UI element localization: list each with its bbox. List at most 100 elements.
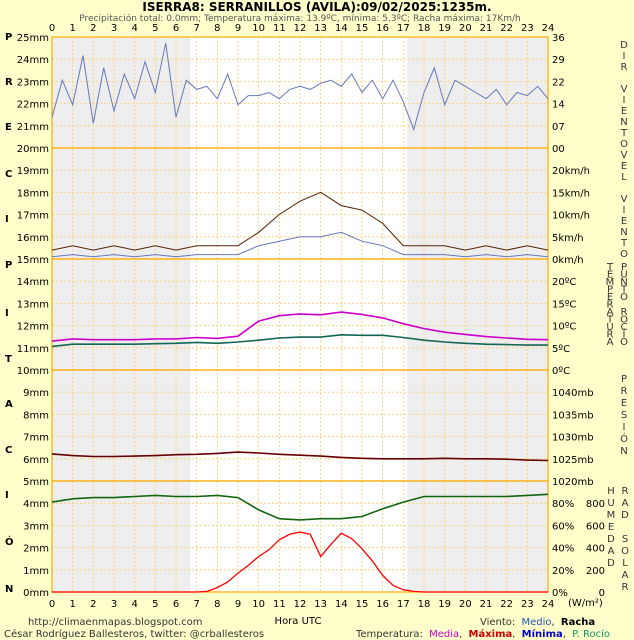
radiation-title: D xyxy=(621,510,629,521)
temperature-title: A xyxy=(607,307,614,318)
precip-tick-label: 23mm xyxy=(17,77,49,88)
speed-tick-label: 5km/h xyxy=(552,233,584,244)
radiation-tick-label: 800 xyxy=(586,499,605,510)
precip-letter: A xyxy=(5,399,13,410)
footer-blog: http://climaenmapas.blogspot.com xyxy=(28,617,203,628)
x-tick-label-top: 1 xyxy=(69,23,75,34)
radiation-tick-label: 400 xyxy=(586,544,605,555)
direction-tick-label: 22 xyxy=(552,77,565,88)
legend-temperature: Temperatura: Media, Máxima, Mínima, P. R… xyxy=(355,628,610,640)
legend-temp-sep3: , xyxy=(563,629,566,640)
legend-temp-label: Temperatura: xyxy=(355,629,423,640)
legend-wind-label: Viento: xyxy=(480,617,515,628)
precip-tick-label: 0mm xyxy=(23,588,49,599)
x-tick-label-bottom: 20 xyxy=(459,599,472,610)
humidity-title: H xyxy=(607,486,615,497)
x-tick-label-bottom: 19 xyxy=(438,599,451,610)
x-tick-label-top: 3 xyxy=(111,23,117,34)
x-tick-label-top: 19 xyxy=(438,23,451,34)
x-tick-label-bottom: 24 xyxy=(542,599,555,610)
x-tick-label-bottom: 15 xyxy=(356,599,369,610)
humidity-line xyxy=(51,493,549,521)
radiation-title: L xyxy=(622,558,628,569)
speed-title: I xyxy=(623,205,626,216)
temperature-title: R xyxy=(607,300,614,311)
precip-tick-label: 1mm xyxy=(23,566,49,577)
dewpoint-title: C xyxy=(621,322,628,333)
temperature-title: T xyxy=(606,315,614,326)
precip-tick-label: 17mm xyxy=(17,211,49,222)
wind-mean-line xyxy=(51,231,549,258)
precip-tick-label: 18mm xyxy=(17,188,49,199)
x-tick-label-top: 14 xyxy=(335,23,348,34)
humidity-title: E xyxy=(608,522,614,533)
temperature-title: E xyxy=(607,292,613,303)
precip-tick-label: 11mm xyxy=(17,344,49,355)
precip-letter: C xyxy=(5,445,12,456)
precip-tick-label: 24mm xyxy=(17,55,49,66)
speed-title: L xyxy=(621,172,627,183)
x-tick-label-bottom: 21 xyxy=(480,599,493,610)
temperature-title: P xyxy=(607,285,613,296)
direction-title: E xyxy=(621,106,627,117)
x-tick-label-bottom: 4 xyxy=(131,599,137,610)
temperature-tick-label: 10ºC xyxy=(552,322,576,333)
radiation-title: A xyxy=(622,498,629,509)
radiation-unit: (W/m²) xyxy=(568,598,603,609)
humidity-title: A xyxy=(608,546,615,557)
precip-tick-label: 21mm xyxy=(17,122,49,133)
precip-tick-label: 19mm xyxy=(17,166,49,177)
x-tick-label-top: 22 xyxy=(500,23,513,34)
temperature-title: T xyxy=(606,262,614,273)
dewpoint-title: Í xyxy=(623,328,626,341)
precip-tick-label: 14mm xyxy=(17,277,49,288)
radiation-title: R xyxy=(622,582,629,593)
legend-temp-sep2: , xyxy=(512,629,515,640)
legend-temp-sep1: , xyxy=(459,629,462,640)
speed-tick-label: 0km/h xyxy=(552,255,584,266)
precip-tick-label: 12mm xyxy=(17,322,49,333)
chart-subtitle: Precipitación total: 0.0mm; Temperatura … xyxy=(79,13,520,24)
dewpoint-title: R xyxy=(621,307,628,318)
wind-gust-line xyxy=(51,191,549,251)
precip-tick-label: 20mm xyxy=(17,144,49,155)
speed-title: N xyxy=(620,227,627,238)
pressure-tick-label: 1040mb xyxy=(552,388,594,399)
precip-tick-label: 7mm xyxy=(23,433,49,444)
pressure-title: Ó xyxy=(620,432,628,445)
humidity-tick-label: 0% xyxy=(552,588,568,599)
pressure-tick-label: 1020mb xyxy=(552,477,594,488)
pressure-title: I xyxy=(623,422,626,433)
legend-wind-mean: Medio xyxy=(522,617,552,628)
dewpoint-title: P xyxy=(621,262,627,273)
x-tick-label-bottom: 10 xyxy=(252,599,265,610)
chart-title: ISERRA8: SERRANILLOS (AVILA):09/02/2025:… xyxy=(142,0,491,14)
x-tick-label-top: 16 xyxy=(376,23,389,34)
legend-wind: Viento: Medio, Racha xyxy=(480,617,595,628)
series-layer xyxy=(51,43,549,593)
speed-tick-label: 10km/h xyxy=(552,211,590,222)
x-tick-label-top: 10 xyxy=(252,23,265,34)
direction-title: I xyxy=(623,51,626,62)
precip-letter: I xyxy=(5,308,9,319)
legend-temp-min: Mínima xyxy=(522,628,563,640)
speed-title: T xyxy=(620,238,628,249)
x-tick-label-top: 9 xyxy=(235,23,241,34)
pressure-title: E xyxy=(621,398,627,409)
x-tick-label-bottom: 23 xyxy=(521,599,534,610)
direction-title: I xyxy=(623,95,626,106)
dewpoint-line xyxy=(51,333,548,348)
humidity-title: U xyxy=(607,498,614,509)
x-tick-label-top: 0 xyxy=(49,23,55,34)
speed-tick-label: 20km/h xyxy=(552,166,590,177)
temperature-title: M xyxy=(606,277,615,288)
direction-title: D xyxy=(620,40,628,51)
pressure-title: P xyxy=(621,374,627,385)
speed-title: E xyxy=(621,216,627,227)
x-tick-label-bottom: 22 xyxy=(500,599,513,610)
footer-author: César Rodríguez Ballesteros, twitter: @c… xyxy=(4,628,264,640)
direction-tick-label: 07 xyxy=(552,122,565,133)
speed-title: O xyxy=(620,249,628,260)
precip-letter: R xyxy=(5,77,13,88)
dewpoint-title: O xyxy=(620,337,628,348)
